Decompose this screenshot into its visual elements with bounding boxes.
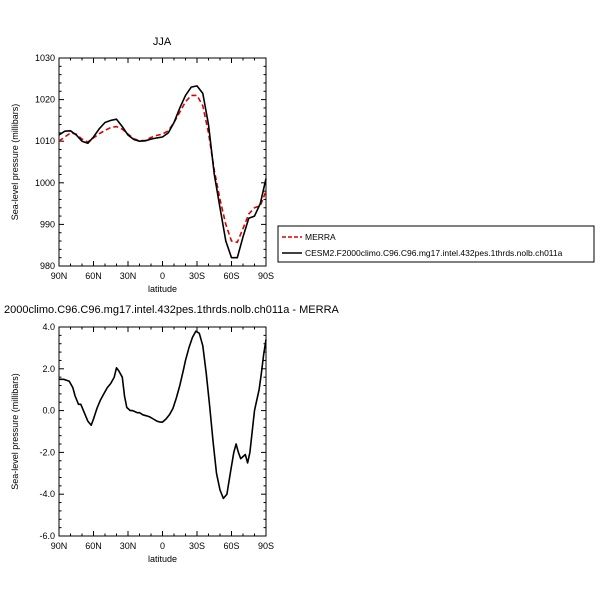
x-tick-label: 90S — [258, 271, 274, 281]
x-tick-label: 30S — [189, 541, 205, 551]
x-axis-label: latitude — [148, 554, 177, 564]
series-line-2 — [58, 85, 267, 259]
y-tick-label: 1000 — [35, 178, 55, 188]
y-tick-label: -2.0 — [39, 447, 55, 457]
plot-frame — [58, 326, 267, 537]
x-tick-label: 30N — [120, 541, 137, 551]
x-axis-label: latitude — [148, 284, 177, 294]
legend-entry: MERRA — [305, 232, 336, 242]
y-tick-label: 1010 — [35, 136, 55, 146]
x-tick-label: 60N — [85, 541, 102, 551]
plot-frame — [58, 57, 267, 267]
x-tick-label: 60S — [223, 271, 239, 281]
y-tick-label: -6.0 — [39, 531, 55, 541]
chart-title: 2000climo.C96.C96.mg17.intel.432pes.1thr… — [4, 304, 340, 316]
chart-panel-1: JJA 90N 60N 30N 0 30S 60S 90S 980 990 1000 1010 1020… — [10, 36, 595, 294]
y-tick-label: -4.0 — [39, 489, 55, 499]
x-tick-label: 0 — [160, 271, 165, 281]
x-tick-label: 60N — [85, 271, 102, 281]
x-tick-label: 90S — [258, 541, 274, 551]
y-axis-label: Sea-level pressure (millibars) — [10, 104, 20, 221]
series-line-1 — [58, 94, 267, 244]
x-tick-label: 30S — [189, 271, 205, 281]
y-axis-label: Sea-level pressure (millibars) — [10, 373, 20, 490]
x-tick-label: 60S — [223, 541, 239, 551]
y-tick-label: 0.0 — [42, 406, 55, 416]
y-tick-label: 4.0 — [42, 322, 55, 332]
y-tick-label: 980 — [40, 261, 55, 271]
chart-title: JJA — [153, 36, 172, 48]
legend-entry: CESM2.F2000climo.C96.C96.mg17.intel.432p… — [305, 248, 563, 258]
x-tick-label: 90N — [51, 541, 68, 551]
x-tick-label: 90N — [51, 271, 68, 281]
y-tick-label: 1020 — [35, 95, 55, 105]
x-tick-label: 0 — [160, 541, 165, 551]
y-tick-label: 2.0 — [42, 364, 55, 374]
y-tick-label: 990 — [40, 219, 55, 229]
chart-panel-2: 2000climo.C96.C96.mg17.intel.432pes.1thr… — [4, 304, 340, 564]
legend-box — [277, 225, 595, 263]
x-tick-label: 30N — [120, 271, 137, 281]
y-tick-label: 1030 — [35, 53, 55, 63]
series-line-1 — [59, 330, 267, 500]
